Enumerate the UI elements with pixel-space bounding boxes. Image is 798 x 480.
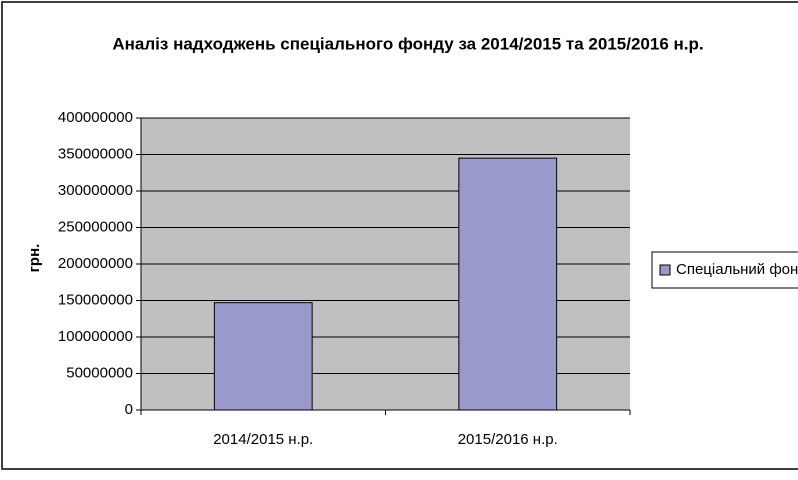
y-tick-label: 300000000 xyxy=(58,182,133,199)
y-tick-label: 50000000 xyxy=(66,364,133,381)
chart-title: Аналіз надходжень спеціального фонду за … xyxy=(112,34,703,53)
x-tick-label: 2015/2016 н.р. xyxy=(458,431,558,448)
y-tick-label: 200000000 xyxy=(58,255,133,272)
bar xyxy=(213,302,313,411)
y-tick-label: 100000000 xyxy=(58,328,133,345)
y-tick-label: 150000000 xyxy=(58,291,133,308)
x-tick-label: 2014/2015 н.р. xyxy=(213,431,313,448)
y-tick-label: 350000000 xyxy=(58,145,133,162)
y-tick-label: 250000000 xyxy=(58,218,133,235)
y-tick-label: 400000000 xyxy=(58,109,133,126)
legend-swatch xyxy=(659,264,671,276)
y-tick-label: 0 xyxy=(125,401,133,418)
bar xyxy=(458,157,558,411)
legend-label: Спеціальний фонд xyxy=(676,261,798,278)
legend-box xyxy=(651,251,798,289)
y-axis-label: грн. xyxy=(26,244,43,273)
